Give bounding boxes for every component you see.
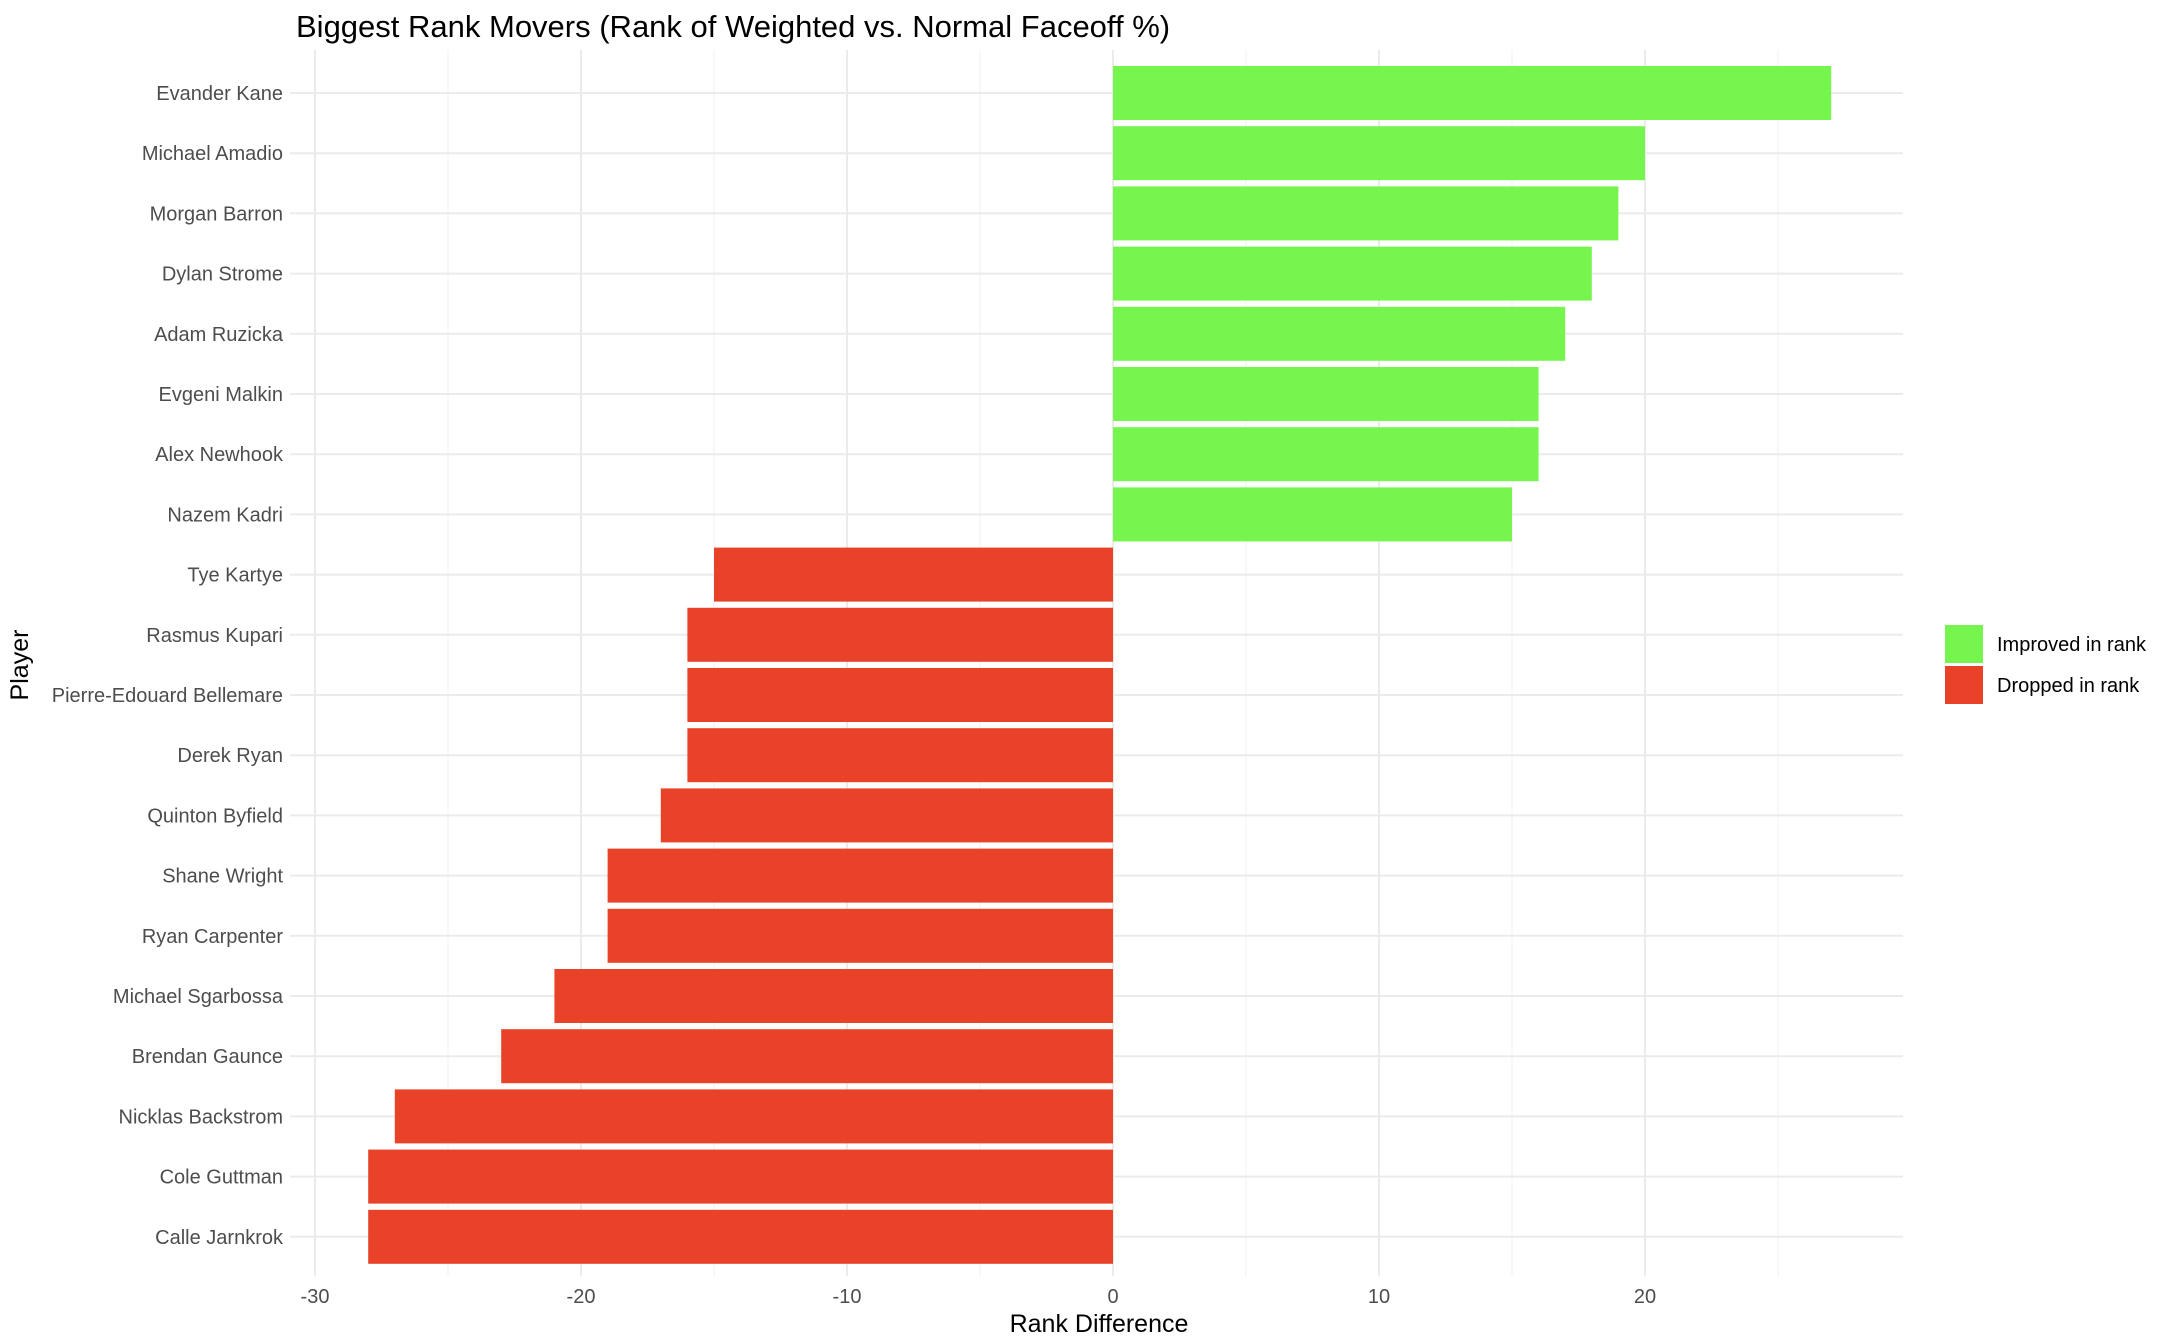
y-tick-label: Rasmus Kupari — [146, 625, 283, 647]
x-tick-label: -10 — [833, 1286, 862, 1308]
bar-michael-sgarbossa — [554, 969, 1113, 1023]
x-axis-tick-labels: -30 -20 -10 0 10 20 — [301, 1286, 1657, 1308]
bar-michael-amadio — [1113, 126, 1645, 181]
y-tick-label: Derek Ryan — [177, 745, 283, 767]
y-tick-label: Michael Amadio — [142, 143, 283, 165]
y-tick-label: Shane Wright — [162, 866, 283, 888]
bars — [368, 66, 1832, 1264]
legend-key — [1945, 625, 1983, 663]
y-tick-label: Brendan Gaunce — [132, 1046, 283, 1068]
y-tick-label: Adam Ruzicka — [154, 324, 284, 346]
bar-cole-guttman — [368, 1149, 1113, 1204]
y-tick-label: Evander Kane — [156, 83, 283, 105]
y-tick-label: Nazem Kadri — [167, 504, 283, 526]
x-axis-title: Rank Difference — [1010, 1310, 1189, 1338]
y-tick-label: Quinton Byfield — [147, 805, 283, 827]
bar-evgeni-malkin — [1113, 367, 1539, 421]
y-tick-label: Michael Sgarbossa — [113, 986, 284, 1008]
bar-calle-jarnkrok — [368, 1209, 1113, 1264]
x-tick-label: -20 — [567, 1286, 596, 1308]
y-axis-tick-labels: Evander Kane Michael Amadio Morgan Barron D… — [52, 83, 284, 1249]
bar-rasmus-kupari — [687, 607, 1113, 662]
bar-brendan-gaunce — [501, 1029, 1113, 1084]
x-tick-label: 0 — [1107, 1286, 1118, 1308]
chart-title: Biggest Rank Movers (Rank of Weighted vs… — [296, 9, 1170, 44]
bar-alex-newhook — [1113, 427, 1539, 482]
bar-nazem-kadri — [1113, 487, 1512, 542]
bar-morgan-barron — [1113, 186, 1619, 241]
bar-nicklas-backstrom — [394, 1089, 1113, 1144]
bar-derek-ryan — [687, 728, 1113, 783]
x-tick-label: 10 — [1368, 1286, 1390, 1308]
x-tick-label: 20 — [1634, 1286, 1656, 1308]
y-tick-label: Pierre-Edouard Bellemare — [52, 685, 283, 707]
y-tick-label: Morgan Barron — [150, 203, 283, 225]
bar-evander-kane — [1113, 66, 1832, 120]
y-tick-label: Tye Kartye — [187, 565, 283, 587]
bar-quinton-byfield — [660, 788, 1113, 843]
y-tick-label: Alex Newhook — [155, 444, 284, 466]
bar-shane-wright — [607, 848, 1113, 903]
y-tick-label: Ryan Carpenter — [142, 926, 284, 948]
y-tick-label: Cole Guttman — [160, 1167, 283, 1189]
bar-pierre-edouard-bellemare — [687, 668, 1113, 722]
legend-label: Improved in rank — [1997, 634, 2147, 656]
legend: Improved in rank Dropped in rank — [1945, 625, 2147, 704]
y-tick-label: Evgeni Malkin — [158, 384, 283, 406]
y-tick-label: Calle Jarnkrok — [155, 1227, 284, 1249]
legend-key — [1945, 666, 1983, 704]
bar-adam-ruzicka — [1113, 306, 1566, 361]
y-tick-label: Dylan Strome — [162, 264, 283, 286]
bar-dylan-strome — [1113, 246, 1592, 301]
x-tick-label: -30 — [301, 1286, 330, 1308]
y-axis-title: Player — [6, 630, 34, 701]
legend-label: Dropped in rank — [1997, 675, 2140, 697]
bar-tye-kartye — [714, 547, 1113, 602]
y-tick-label: Nicklas Backstrom — [119, 1106, 283, 1128]
bar-ryan-carpenter — [607, 908, 1113, 963]
